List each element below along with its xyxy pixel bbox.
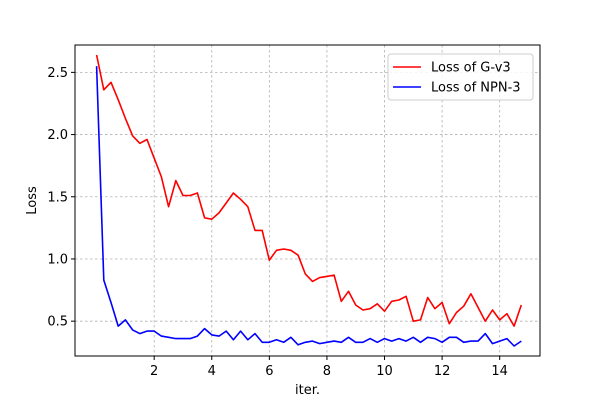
y-tick-label: 2.5 [47, 66, 68, 81]
series-line-2 [95, 66, 522, 347]
y-tick-label: 2.0 [47, 128, 68, 143]
x-tick-label: 6 [265, 364, 273, 379]
x-tick-label: 14 [491, 364, 508, 379]
x-tick-label: 4 [208, 364, 216, 379]
x-tick-label: 2 [150, 364, 158, 379]
legend-box [387, 53, 534, 101]
x-tick-label: 12 [434, 364, 451, 379]
y-tick-label: 1.5 [47, 190, 68, 205]
x-tick-label: 8 [323, 364, 331, 379]
legend-label-1: Loss of G-v3 [431, 61, 511, 76]
y-tick-label: 0.5 [47, 315, 68, 330]
axis-ticks: 2 4 6 8 10 12 14 0.5 1.0 1.5 2.0 2.5 [47, 66, 508, 379]
x-tick-label: 10 [376, 364, 393, 379]
plot-series [95, 54, 523, 347]
y-axis-label: Loss [25, 186, 40, 215]
x-axis-label: iter. [295, 383, 320, 398]
legend: Loss of G-v3 Loss of NPN-3 [387, 53, 534, 101]
plot-frame [74, 44, 541, 357]
y-tick-label: 1.0 [47, 252, 68, 267]
series-line-1 [95, 54, 523, 327]
legend-label-2: Loss of NPN-3 [431, 81, 521, 96]
